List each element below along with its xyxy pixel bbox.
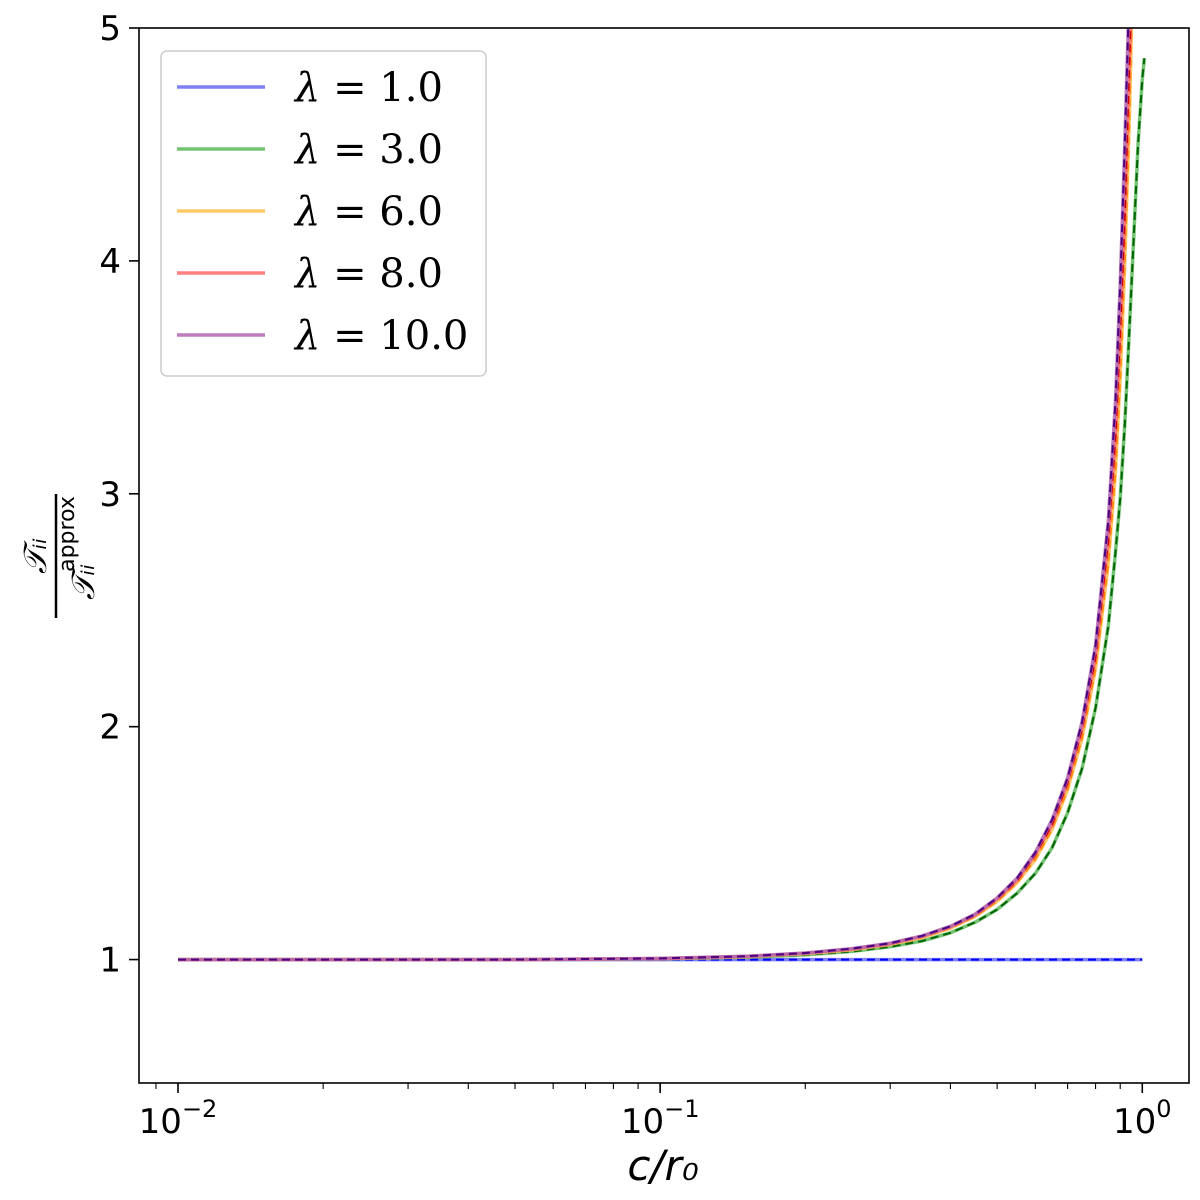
legend-symbol: λ	[293, 189, 320, 235]
x-tick-base: 10	[621, 1102, 664, 1142]
x-axis-label-text: c/r₀	[627, 1141, 699, 1190]
x-tick-exponent: 0	[1156, 1095, 1171, 1123]
x-tick-base: 10	[139, 1102, 182, 1142]
series-dashed-line-5	[178, 28, 1130, 961]
series-dashed-line-2	[178, 58, 1146, 961]
legend-frame	[160, 50, 487, 377]
legend: λ = 1.0λ = 3.0λ = 6.0λ = 8.0λ = 10.0	[160, 50, 487, 377]
y-axis-label-numerator: 𝒯ᵢᵢ	[16, 538, 54, 574]
y-tick-label: 5	[99, 9, 121, 49]
legend-symbol: λ	[293, 65, 320, 111]
x-tick-label: 100	[1113, 1095, 1172, 1142]
x-tick-label: 10−2	[139, 1095, 218, 1142]
x-tick-exponent: −2	[182, 1095, 217, 1123]
x-axis-label: c/r₀	[627, 1141, 699, 1190]
legend-symbol: λ	[293, 127, 320, 173]
series-layer	[178, 28, 1147, 962]
y-axis-label-denominator: 𝒯ᵢᵢ	[64, 564, 102, 600]
legend-label-5: λ = 10.0	[293, 313, 468, 359]
legend-label-2: λ = 3.0	[293, 127, 443, 173]
legend-value: = 6.0	[320, 189, 443, 235]
legend-value: = 8.0	[320, 251, 443, 297]
legend-value: = 10.0	[320, 313, 468, 359]
legend-symbol: λ	[293, 251, 320, 297]
series-dashed-line-3	[178, 28, 1133, 961]
y-tick-label: 1	[99, 941, 121, 981]
y-axis-label: 𝒯ᵢᵢ 𝒯ᵢᵢ approx	[16, 494, 102, 618]
y-tick-label: 3	[99, 475, 121, 515]
legend-value: = 3.0	[320, 127, 443, 173]
x-tick-label: 10−1	[621, 1095, 700, 1142]
legend-label-3: λ = 6.0	[293, 189, 443, 235]
legend-label-4: λ = 8.0	[293, 251, 443, 297]
legend-label-1: λ = 1.0	[293, 65, 443, 111]
y-tick-label: 2	[99, 708, 121, 748]
x-tick-base: 10	[1113, 1102, 1156, 1142]
legend-symbol: λ	[293, 313, 320, 359]
y-axis-label-superscript: approx	[55, 496, 80, 572]
plot-frame	[138, 27, 1190, 1084]
x-tick-exponent: −1	[664, 1095, 699, 1123]
legend-value: = 1.0	[320, 65, 443, 111]
y-tick-label: 4	[99, 242, 121, 282]
